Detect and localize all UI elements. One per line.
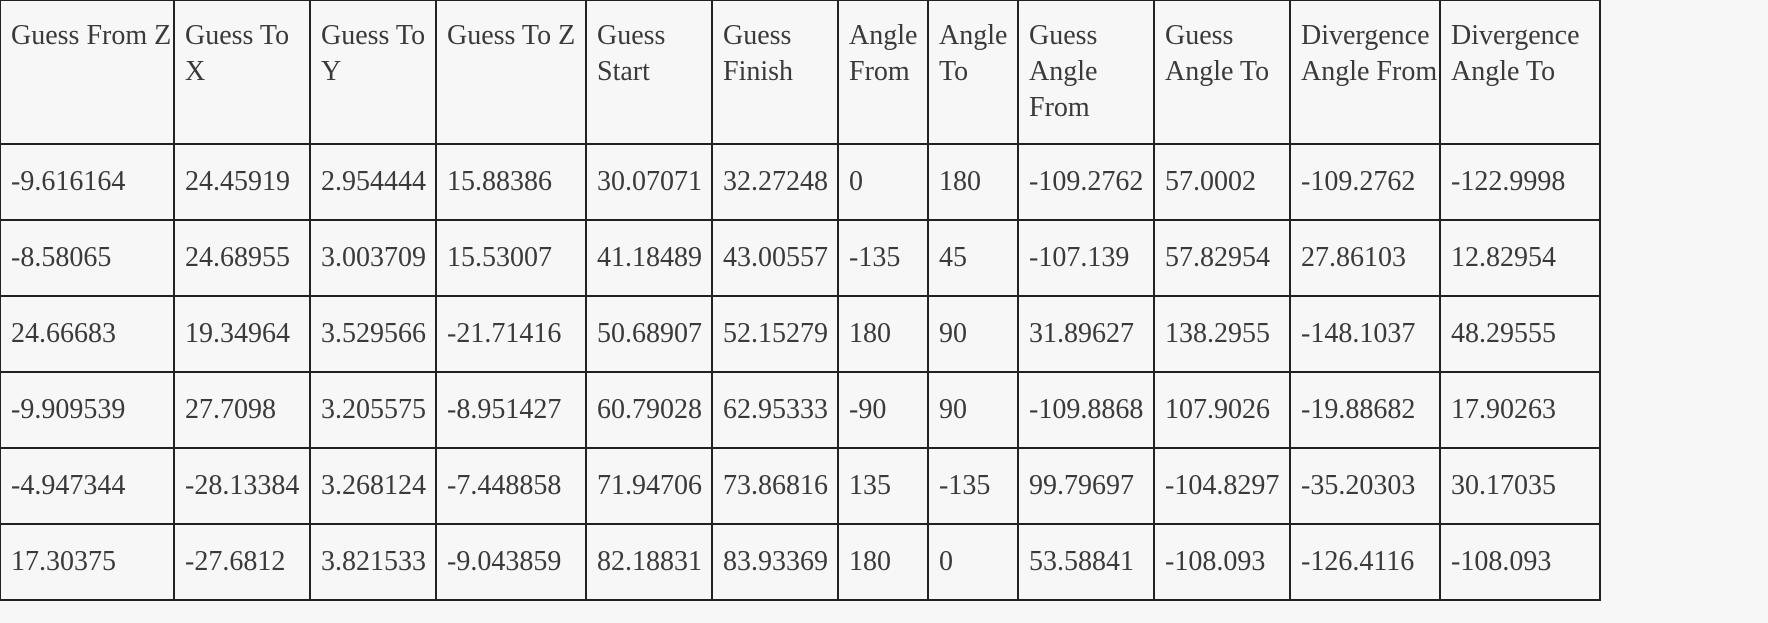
header-guess-from-z: Guess From Z — [0, 0, 175, 145]
data-table: Guess From Z Guess To X Guess To Y Guess… — [0, 0, 1601, 601]
table-cell: 0 — [837, 143, 929, 221]
table-cell: 73.86816 — [711, 447, 839, 525]
table-cell: 19.34964 — [173, 295, 311, 373]
table-cell: -109.8868 — [1017, 371, 1155, 449]
table-cell: 3.268124 — [309, 447, 437, 525]
header-angle-to: Angle To — [927, 0, 1019, 145]
table-cell: 32.27248 — [711, 143, 839, 221]
table-cell: 90 — [927, 371, 1019, 449]
table-cell: 138.2955 — [1153, 295, 1291, 373]
table-cell: 180 — [927, 143, 1019, 221]
table-cell: 48.29555 — [1439, 295, 1601, 373]
table-cell: 3.003709 — [309, 219, 437, 297]
header-angle-from: Angle From — [837, 0, 929, 145]
table-header: Guess From Z Guess To X Guess To Y Guess… — [0, 0, 1601, 145]
table-cell: 27.7098 — [173, 371, 311, 449]
table-cell: 3.821533 — [309, 523, 437, 601]
table-cell: 27.86103 — [1289, 219, 1441, 297]
table-cell: 107.9026 — [1153, 371, 1291, 449]
header-guess-to-x: Guess To X — [173, 0, 311, 145]
table-cell: -107.139 — [1017, 219, 1155, 297]
table-cell: 57.0002 — [1153, 143, 1291, 221]
table-cell: -9.043859 — [435, 523, 587, 601]
table-cell: -122.9998 — [1439, 143, 1601, 221]
table-cell: 90 — [927, 295, 1019, 373]
header-guess-to-z: Guess To Z — [435, 0, 587, 145]
table-cell: -19.88682 — [1289, 371, 1441, 449]
header-guess-start: Guess Start — [585, 0, 713, 145]
table-row: -9.616164 24.45919 2.954444 15.88386 30.… — [0, 143, 1601, 221]
table-cell: 30.07071 — [585, 143, 713, 221]
table-cell: 82.18831 — [585, 523, 713, 601]
table-cell: -108.093 — [1153, 523, 1291, 601]
table-cell: 71.94706 — [585, 447, 713, 525]
header-row: Guess From Z Guess To X Guess To Y Guess… — [0, 0, 1601, 145]
table-cell: -9.909539 — [0, 371, 175, 449]
table-cell: 60.79028 — [585, 371, 713, 449]
table-cell: 31.89627 — [1017, 295, 1155, 373]
header-divergence-angle-to: Divergence Angle To — [1439, 0, 1601, 145]
table-cell: 0 — [927, 523, 1019, 601]
table-cell: 57.82954 — [1153, 219, 1291, 297]
table-cell: -109.2762 — [1017, 143, 1155, 221]
table-cell: 12.82954 — [1439, 219, 1601, 297]
table-cell: 62.95333 — [711, 371, 839, 449]
header-guess-finish: Guess Finish — [711, 0, 839, 145]
table-cell: -9.616164 — [0, 143, 175, 221]
table-cell: -28.13384 — [173, 447, 311, 525]
table-cell: 50.68907 — [585, 295, 713, 373]
header-guess-angle-to: Guess Angle To — [1153, 0, 1291, 145]
table-cell: -8.58065 — [0, 219, 175, 297]
table-cell: 180 — [837, 295, 929, 373]
table-cell: 43.00557 — [711, 219, 839, 297]
table-cell: -90 — [837, 371, 929, 449]
table-cell: -4.947344 — [0, 447, 175, 525]
table-cell: 24.68955 — [173, 219, 311, 297]
header-guess-to-y: Guess To Y — [309, 0, 437, 145]
table-cell: -104.8297 — [1153, 447, 1291, 525]
table-cell: -21.71416 — [435, 295, 587, 373]
table-cell: -35.20303 — [1289, 447, 1441, 525]
table-cell: -8.951427 — [435, 371, 587, 449]
table-cell: -109.2762 — [1289, 143, 1441, 221]
table-cell: 3.205575 — [309, 371, 437, 449]
table-cell: -108.093 — [1439, 523, 1601, 601]
table-cell: 52.15279 — [711, 295, 839, 373]
table-cell: 24.45919 — [173, 143, 311, 221]
table-cell: -126.4116 — [1289, 523, 1441, 601]
table-cell: 53.58841 — [1017, 523, 1155, 601]
table-cell: 3.529566 — [309, 295, 437, 373]
table-cell: -148.1037 — [1289, 295, 1441, 373]
table-cell: 180 — [837, 523, 929, 601]
table-cell: -135 — [837, 219, 929, 297]
table-row: 17.30375 -27.6812 3.821533 -9.043859 82.… — [0, 523, 1601, 601]
table-cell: 15.53007 — [435, 219, 587, 297]
table-cell: 15.88386 — [435, 143, 587, 221]
table-cell: 17.90263 — [1439, 371, 1601, 449]
table-cell: -7.448858 — [435, 447, 587, 525]
table-cell: 30.17035 — [1439, 447, 1601, 525]
table-cell: -27.6812 — [173, 523, 311, 601]
header-divergence-angle-from: Divergence Angle From — [1289, 0, 1441, 145]
table-cell: 41.18489 — [585, 219, 713, 297]
table-row: -8.58065 24.68955 3.003709 15.53007 41.1… — [0, 219, 1601, 297]
table-body: -9.616164 24.45919 2.954444 15.88386 30.… — [0, 143, 1601, 601]
table-cell: -135 — [927, 447, 1019, 525]
header-guess-angle-from: Guess Angle From — [1017, 0, 1155, 145]
table-cell: 135 — [837, 447, 929, 525]
table-row: 24.66683 19.34964 3.529566 -21.71416 50.… — [0, 295, 1601, 373]
table-cell: 24.66683 — [0, 295, 175, 373]
table-row: -4.947344 -28.13384 3.268124 -7.448858 7… — [0, 447, 1601, 525]
table-cell: 99.79697 — [1017, 447, 1155, 525]
table-cell: 17.30375 — [0, 523, 175, 601]
table-cell: 83.93369 — [711, 523, 839, 601]
table-cell: 2.954444 — [309, 143, 437, 221]
table-row: -9.909539 27.7098 3.205575 -8.951427 60.… — [0, 371, 1601, 449]
table-cell: 45 — [927, 219, 1019, 297]
